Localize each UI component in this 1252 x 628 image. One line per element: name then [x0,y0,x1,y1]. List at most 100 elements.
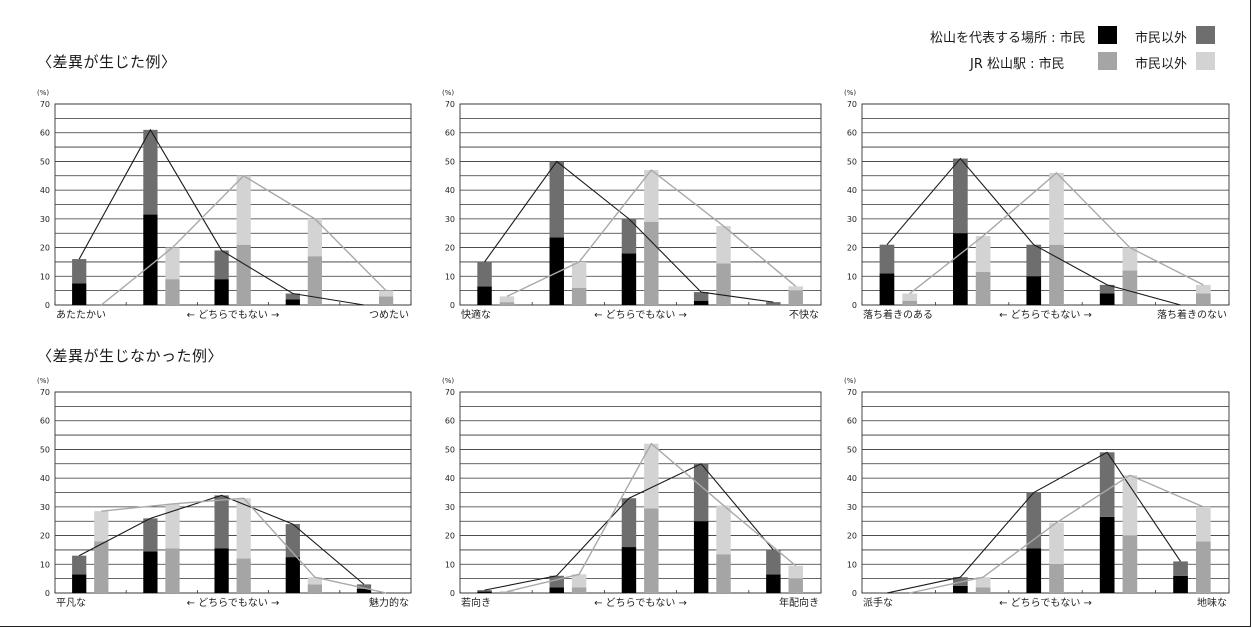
y-tick-label: 60 [847,417,857,426]
y-tick-label: 30 [445,215,455,224]
plot-frame [459,103,822,306]
plot-frame [54,391,412,594]
bar-rep-noncitizen [766,549,781,575]
bar-station-citizen [571,587,587,593]
bar-rep-noncitizen [1099,284,1115,294]
y-tick-label: 20 [445,532,455,541]
y-tick-label: 50 [445,157,455,166]
line-jr-station-total [909,474,1204,594]
line-representative-place-total [886,157,1181,306]
y-tick-label: 30 [847,503,857,512]
bar-station-citizen [1195,293,1211,305]
chart-calm-restless: (%) 0 10 20 30 40 50 60 70 落ち着きのある ← どちらでもない → 落ち着き… [844,89,1230,321]
y-tick-label: 20 [40,244,50,253]
line-representative-place-total [484,463,774,591]
bar-rep-noncitizen [1173,561,1188,576]
x-label-center: ← どちらでもない → [187,597,280,609]
bar-station-noncitizen [644,170,659,222]
line-representative-place-total [886,451,1182,594]
bar-station-noncitizen [571,261,587,288]
legend-label-station-citizen: JR 松山駅 : 市民 [970,57,1065,72]
y-tick-label: 50 [40,445,50,454]
x-label-center: ← どちらでもない → [594,597,687,609]
y-tick-label: 60 [40,129,50,138]
bar-rep-citizen [72,283,87,305]
y-tick-label: 10 [445,560,455,569]
bar-rep-citizen [1026,276,1042,305]
bar-station-citizen [716,554,731,593]
bar-station-citizen [165,548,180,593]
bar-station-noncitizen [307,577,322,585]
bar-rep-noncitizen [143,518,158,552]
bar-station-noncitizen [975,236,991,272]
y-tick-label: 70 [445,100,455,109]
section-title-no-differences: 〈差異が生じなかった例〉 [37,347,224,365]
legend-row-jr-station: JR 松山駅 : 市民 市民以外 [920,52,1246,72]
bar-rep-noncitizen [285,293,300,300]
x-label-left: 派手な [863,596,893,609]
bar-rep-citizen [1099,293,1115,305]
legend-swatch-rep-noncitizen [1196,26,1215,44]
y-tick-label: 20 [847,532,857,541]
x-label-right: 魅力的な [369,596,409,609]
y-tick-label: 70 [847,100,857,109]
bar-rep-noncitizen [693,463,709,522]
bar-station-noncitizen [236,175,251,245]
bar-station-noncitizen [165,503,180,549]
y-tick-label: 20 [40,532,50,541]
bar-station-citizen [499,302,515,305]
y-tick-label: 20 [445,244,455,253]
bar-station-noncitizen [236,498,251,559]
section-title-differences: 〈差異が生じた例〉 [37,53,177,71]
bar-rep-citizen [285,299,300,305]
legend-swatch-rep-citizen [1098,26,1117,44]
bar-station-noncitizen [644,443,659,509]
x-label-right: 地味な [1197,596,1227,609]
y-tick-label: 10 [847,272,857,281]
chart-warm-cold: (%) 0 10 20 30 40 50 60 70 あたたかい ← どちらでもない → つめたい [37,89,412,321]
y-unit-label: (%) [442,377,454,385]
y-tick-label: 70 [445,388,455,397]
bar-station-citizen [307,256,322,305]
bar-rep-citizen [477,591,492,593]
bar-rep-citizen [693,300,709,305]
x-label-center: ← どちらでもない → [999,597,1092,609]
x-label-right: 不快な [789,309,819,321]
bar-station-citizen [499,591,515,593]
x-label-center: ← どちらでもない → [594,309,687,321]
legend-swatch-station-citizen [1098,52,1117,70]
y-tick-label: 40 [40,474,50,483]
bar-rep-citizen [1026,548,1042,593]
bar-station-noncitizen [165,247,180,280]
y-tick-label: 10 [40,272,50,281]
bar-rep-noncitizen [72,259,87,284]
bar-rep-citizen [143,214,158,305]
plot-frame [861,103,1230,306]
y-unit-label: (%) [37,89,49,97]
bar-station-noncitizen [716,226,731,264]
y-tick-label: 50 [445,445,455,454]
legend-swatch-station-noncitizen [1196,52,1215,70]
bar-rep-citizen [356,588,372,593]
bar-station-citizen [1049,564,1064,593]
y-tick-label: 40 [445,186,455,195]
bar-station-noncitizen [902,293,918,301]
bar-station-citizen [165,279,180,305]
bar-station-noncitizen [94,511,109,542]
y-tick-label: 50 [847,445,857,454]
plot-frame [861,391,1230,594]
x-label-right: 年配向き [779,596,819,609]
plot-frame [54,103,412,306]
bar-rep-noncitizen [1026,492,1042,549]
bar-rep-citizen [285,557,300,593]
y-tick-label: 50 [847,157,857,166]
bar-rep-noncitizen [72,555,87,575]
bar-rep-noncitizen [549,575,564,588]
chart-flashy-plain: (%) 0 10 20 30 40 50 60 70 派手な ← どちらでもない → 地味な [844,377,1230,609]
line-representative-place-total [484,160,774,303]
bar-station-noncitizen [1122,247,1138,271]
y-tick-label: 40 [847,186,857,195]
bar-station-noncitizen [1049,172,1064,245]
bar-station-citizen [788,578,803,593]
